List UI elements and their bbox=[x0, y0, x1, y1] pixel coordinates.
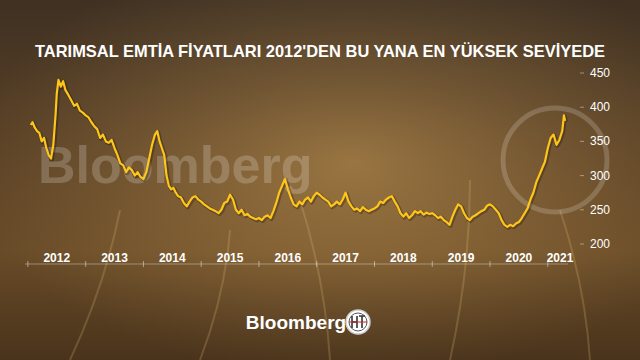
x-tick-label: 2020 bbox=[506, 251, 533, 265]
background-glow bbox=[0, 0, 640, 360]
source: Bloomberg bbox=[246, 312, 346, 333]
line-shadow bbox=[32, 81, 566, 228]
y-tick-label: 350 bbox=[590, 134, 610, 148]
x-tick bbox=[374, 261, 375, 267]
x-tick-label: 2016 bbox=[274, 251, 301, 265]
wheat-stalk bbox=[300, 200, 330, 360]
y-tick-label: 450 bbox=[590, 66, 610, 80]
x-tick-label: 2021 bbox=[547, 251, 574, 265]
wheat-stalk bbox=[70, 210, 120, 360]
y-tick bbox=[580, 175, 584, 176]
y-tick-label: 400 bbox=[590, 100, 610, 114]
x-tick-label: 2014 bbox=[159, 251, 186, 265]
y-tick bbox=[580, 73, 584, 74]
y-tick-label: 250 bbox=[590, 203, 610, 217]
chart-svg: Bloomberg TARIMSAL EMTİA FİYATLARI 2012'D… bbox=[0, 0, 640, 360]
x-tick bbox=[316, 261, 317, 267]
y-tick bbox=[580, 141, 584, 142]
x-tick-label: 2013 bbox=[101, 251, 128, 265]
watermark: Bloomberg bbox=[38, 136, 312, 194]
x-tick bbox=[201, 261, 202, 267]
y-tick bbox=[580, 107, 584, 108]
background bbox=[0, 0, 640, 360]
x-tick-label: 2018 bbox=[390, 251, 417, 265]
chart-root: Bloomberg TARIMSAL EMTİA FİYATLARI 2012'D… bbox=[0, 0, 640, 360]
x-tick-label: 2015 bbox=[217, 251, 244, 265]
y-tick bbox=[580, 244, 584, 245]
x-tick bbox=[432, 261, 433, 267]
x-tick-label: 2017 bbox=[332, 251, 359, 265]
x-tick bbox=[258, 261, 259, 267]
plot-area bbox=[31, 80, 566, 228]
wheat-stalk bbox=[200, 230, 230, 360]
price-line bbox=[31, 80, 565, 227]
title: TARIMSAL EMTİA FİYATLARI 2012'DEN BU YAN… bbox=[35, 42, 605, 61]
x-tick-label: 2012 bbox=[43, 251, 70, 265]
y-tick bbox=[580, 209, 584, 210]
x-tick bbox=[27, 261, 28, 267]
x-tick-label: 2019 bbox=[448, 251, 475, 265]
ht-logo bbox=[346, 310, 370, 334]
wheat-stalk bbox=[560, 210, 590, 360]
x-tick bbox=[85, 261, 86, 267]
x-tick bbox=[490, 261, 491, 267]
logo-watermark-circle bbox=[503, 108, 607, 212]
y-tick-label: 200 bbox=[590, 237, 610, 251]
x-tick bbox=[143, 261, 144, 267]
y-tick-label: 300 bbox=[590, 169, 610, 183]
